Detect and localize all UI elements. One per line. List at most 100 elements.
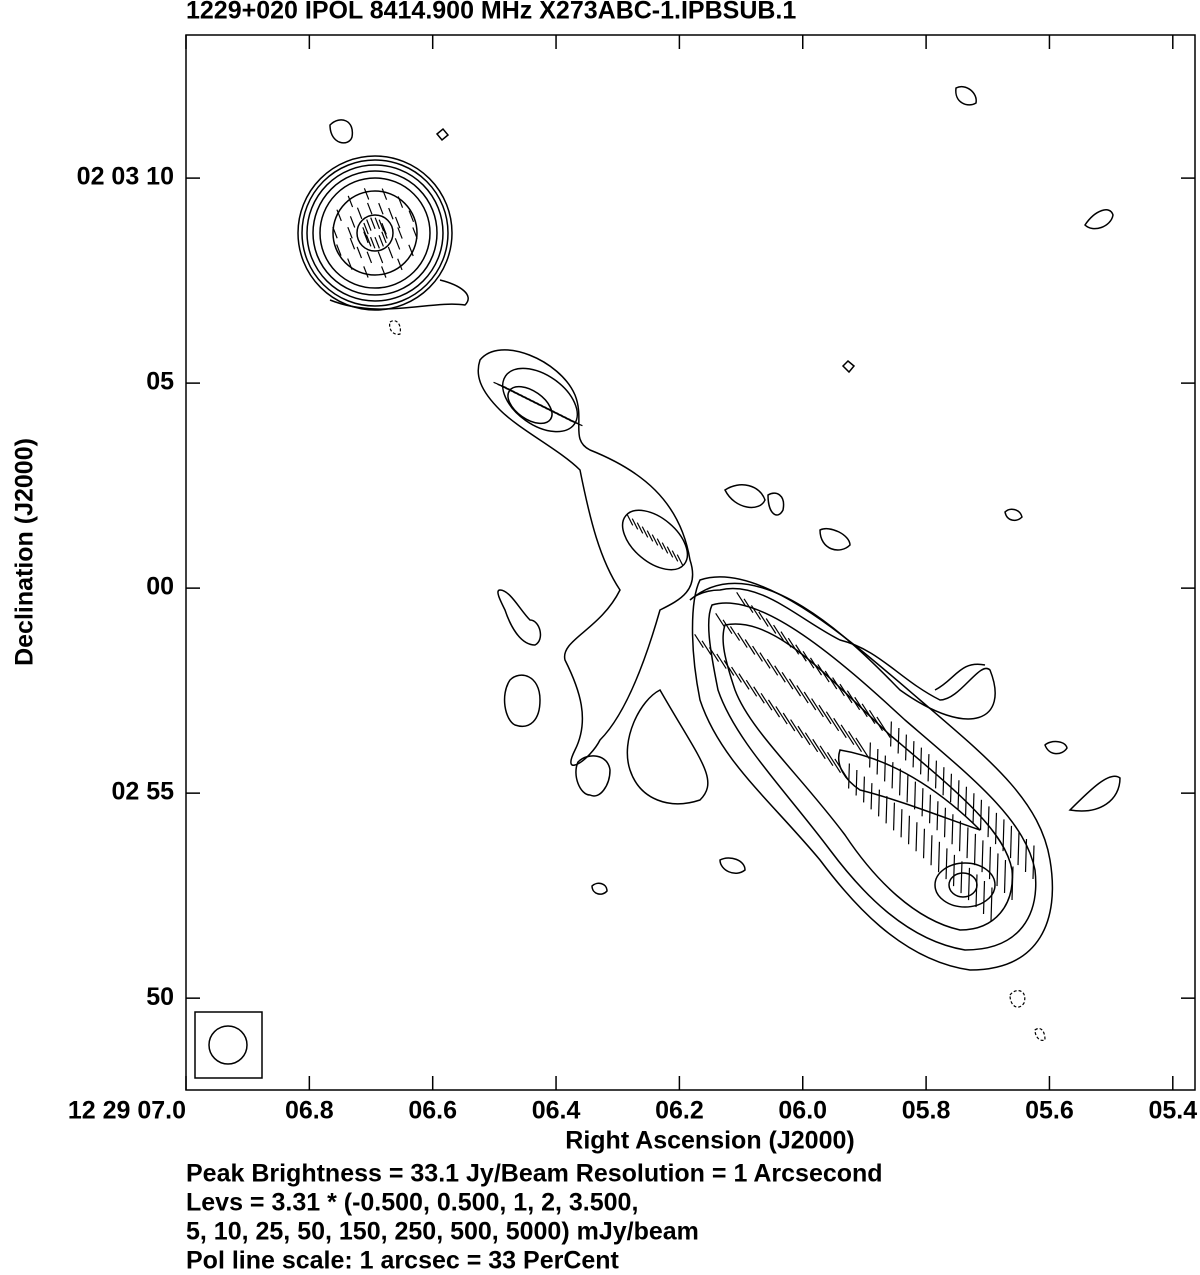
pol-vector (868, 710, 884, 731)
pol-vector (378, 219, 385, 232)
pol-vector (900, 809, 903, 838)
pol-vector (797, 725, 811, 746)
pol-vector (363, 188, 370, 200)
pol-vector (945, 848, 948, 880)
y-tick-label: 00 (146, 573, 174, 601)
pol-vector (899, 768, 901, 796)
pol-vector (972, 793, 975, 824)
pol-vector (759, 652, 771, 669)
pol-vector (766, 658, 779, 676)
pol-vector (1002, 819, 1005, 852)
pol-vector (920, 747, 922, 775)
pol-vector (927, 754, 930, 782)
pol-vector (694, 633, 704, 649)
pol-vector (349, 216, 356, 228)
pol-vector (825, 711, 840, 732)
pol-vector (802, 650, 815, 669)
pol-vector (994, 812, 998, 845)
pol-vector (646, 530, 654, 542)
pol-vector (752, 645, 763, 662)
pol-vector (819, 745, 834, 767)
pol-vector (374, 236, 380, 249)
pol-vector (809, 657, 823, 676)
pol-vector (921, 788, 924, 817)
pol-vector (795, 644, 807, 662)
footnote: Peak Brightness = 33.1 Jy/Beam Resolutio… (186, 1160, 883, 1188)
pol-vector (382, 227, 388, 239)
y-tick-label: 05 (146, 368, 174, 396)
pol-vector (870, 783, 873, 810)
pol-vector (336, 244, 342, 256)
pol-vector (347, 195, 354, 208)
pol-vector (366, 219, 372, 231)
pol-vector (347, 226, 353, 239)
pol-vector (855, 770, 858, 796)
pol-vector (907, 815, 911, 845)
pol-vector (636, 522, 644, 534)
pol-vector (854, 696, 868, 718)
pol-vector (1024, 838, 1028, 873)
pol-vector (897, 728, 900, 754)
pol-vector (780, 631, 792, 648)
pol-vector (381, 231, 387, 244)
pol-vector (937, 841, 941, 873)
pol-vector (387, 246, 394, 259)
x-axis-label: Right Ascension (J2000) (565, 1127, 854, 1155)
pol-vector (840, 724, 855, 746)
pol-vector (374, 217, 381, 230)
pol-vector (876, 749, 879, 775)
pol-vector (332, 226, 338, 239)
pol-vector (952, 854, 956, 887)
pol-vector (979, 799, 983, 831)
pol-vector (758, 611, 769, 627)
pol-vector (708, 647, 720, 662)
pol-vector (958, 820, 962, 852)
pol-vector (861, 703, 876, 725)
pol-vector (736, 591, 746, 607)
pol-vector (737, 632, 748, 648)
pol-vector (388, 207, 394, 220)
pol-vector (765, 618, 777, 634)
pol-vector (943, 807, 947, 838)
y-tick-label: 02 55 (111, 778, 174, 806)
pol-vector (781, 671, 794, 690)
pol-vector (651, 534, 659, 546)
x-tick-label: 06.4 (532, 1097, 581, 1125)
pol-vector (775, 706, 788, 725)
pol-vector (833, 717, 847, 739)
pol-vector (826, 752, 842, 773)
pol-vector (878, 789, 880, 817)
pol-vector (930, 835, 933, 866)
pol-vector (744, 639, 756, 655)
pol-vector (656, 538, 664, 550)
pol-vector (1017, 832, 1020, 866)
pol-vector (846, 690, 861, 711)
pol-vector (890, 721, 892, 747)
pol-vector (641, 526, 649, 538)
pol-vector (729, 626, 741, 641)
pol-vector (671, 550, 679, 562)
pol-vector (804, 732, 819, 753)
pol-vector (966, 827, 969, 859)
pol-vector (408, 210, 415, 223)
pol-vector (936, 801, 939, 831)
pol-vector (839, 683, 853, 704)
pol-vector (964, 786, 968, 817)
pol-vector (723, 660, 735, 676)
y-tick-label: 50 (146, 983, 174, 1011)
pol-vector (788, 678, 802, 697)
pol-vector (661, 542, 669, 554)
pol-vector (869, 742, 871, 768)
pol-vector (715, 612, 725, 628)
pol-vector (366, 202, 373, 215)
pol-vector (796, 685, 809, 704)
pol-vector (394, 216, 401, 229)
pol-vector (1032, 845, 1035, 880)
pol-vector (812, 738, 826, 760)
pol-vector (942, 767, 945, 796)
pol-vector (356, 246, 363, 259)
pol-vector (347, 258, 353, 270)
pol-vector (631, 518, 639, 530)
footnote: Pol line scale: 1 arcsec = 33 PerCent (186, 1247, 620, 1275)
